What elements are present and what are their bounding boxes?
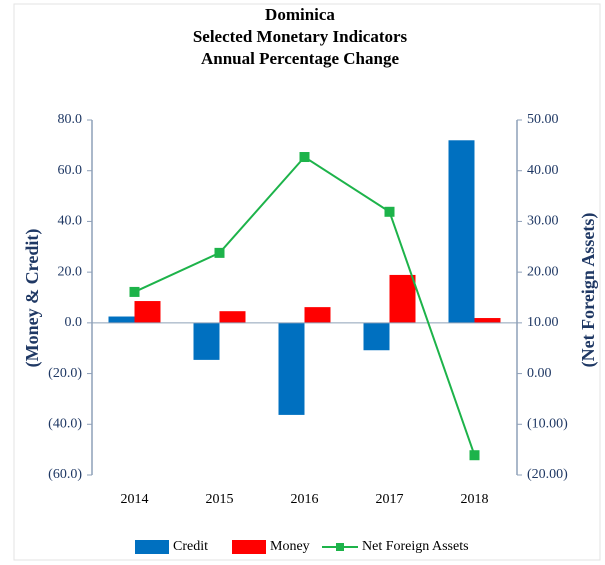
legend-label: Net Foreign Assets xyxy=(362,539,469,554)
y2-tick-label: 40.00 xyxy=(527,163,559,178)
bar xyxy=(304,307,331,323)
y2-tick-label: 30.00 xyxy=(527,214,559,229)
marker xyxy=(214,247,225,258)
y2-axis-title: (Net Foreign Assets) xyxy=(578,213,599,368)
y2-tick-label: 10.00 xyxy=(527,315,559,330)
legend-swatch xyxy=(232,540,266,554)
bar xyxy=(134,301,161,323)
y-axis-title: (Money & Credit) xyxy=(22,229,43,368)
bar xyxy=(108,316,135,323)
bar xyxy=(219,311,246,323)
x-tick-label: 2016 xyxy=(291,492,319,507)
chart-title: Selected Monetary Indicators xyxy=(193,27,408,46)
y2-tick-label: (10.00) xyxy=(527,417,568,432)
bar xyxy=(389,274,416,323)
y-tick-label: 0.0 xyxy=(65,315,83,330)
chart-title: Annual Percentage Change xyxy=(201,49,399,68)
legend-swatch xyxy=(135,540,169,554)
y-tick-label: 80.0 xyxy=(58,112,83,127)
y-tick-label: (20.0) xyxy=(48,366,82,381)
y-tick-label: 20.0 xyxy=(58,264,83,279)
marker xyxy=(384,206,395,217)
bar xyxy=(278,322,305,415)
bar xyxy=(193,322,220,360)
chart-frame xyxy=(13,3,601,561)
x-tick-label: 2017 xyxy=(376,492,404,507)
y2-tick-label: 20.00 xyxy=(527,264,559,279)
marker xyxy=(129,286,140,297)
y2-tick-label: 50.00 xyxy=(527,112,559,127)
x-tick-label: 2018 xyxy=(461,492,489,507)
bar xyxy=(474,318,501,323)
y-tick-label: (60.0) xyxy=(48,467,82,482)
chart-title: Dominica xyxy=(265,5,335,24)
x-tick-label: 2015 xyxy=(206,492,234,507)
marker xyxy=(469,450,480,461)
bar xyxy=(363,322,390,351)
legend-label: Money xyxy=(270,539,310,554)
y2-tick-label: 0.00 xyxy=(527,366,552,381)
x-tick-label: 2014 xyxy=(121,492,149,507)
y-tick-label: 60.0 xyxy=(58,163,83,178)
marker xyxy=(299,152,310,163)
legend-marker xyxy=(336,543,344,551)
y2-tick-label: (20.00) xyxy=(527,467,568,482)
y-tick-label: (40.0) xyxy=(48,417,82,432)
legend-label: Credit xyxy=(173,539,208,554)
y-tick-label: 40.0 xyxy=(58,214,83,229)
bar xyxy=(448,140,475,323)
